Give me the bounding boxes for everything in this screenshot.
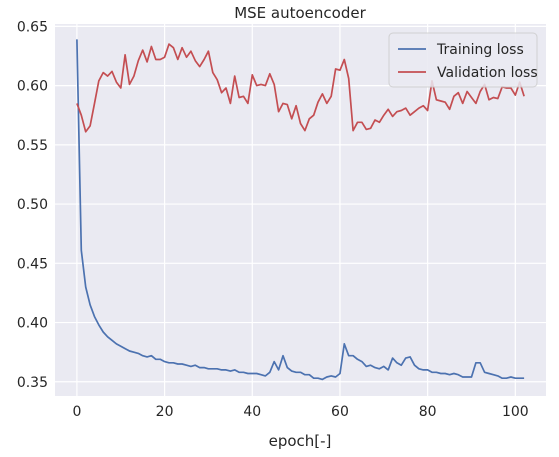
chart-title: MSE autoencoder: [234, 4, 366, 22]
y-tick-label: 0.60: [17, 79, 48, 95]
legend-label-training: Training loss: [436, 42, 524, 58]
x-tick-label: 0: [72, 404, 81, 420]
y-tick-label: 0.65: [17, 19, 48, 35]
y-tick-label: 0.50: [17, 197, 48, 213]
y-tick-labels: 0.35 0.40 0.45 0.50 0.55 0.60 0.65: [17, 19, 48, 390]
legend-box: [388, 32, 538, 88]
x-tick-labels: 0 20 40 60 80 100: [72, 404, 528, 420]
y-tick-label: 0.35: [17, 375, 48, 391]
series-line-training-loss: [76, 39, 525, 381]
series-line-validation-loss: [76, 43, 525, 133]
series-group: [76, 39, 525, 381]
x-tick-label: 60: [331, 404, 349, 420]
x-tick-label: 80: [419, 404, 437, 420]
y-tick-label: 0.40: [17, 316, 48, 332]
x-tick-label: 20: [156, 404, 174, 420]
x-tick-label: 40: [243, 404, 261, 420]
y-tick-label: 0.45: [17, 256, 48, 272]
legend: Training loss Validation loss: [388, 32, 538, 88]
x-tick-label: 100: [502, 404, 529, 420]
grid-lines: [55, 24, 546, 396]
y-tick-label: 0.55: [17, 138, 48, 154]
legend-label-validation: Validation loss: [437, 65, 538, 81]
x-axis-title: epoch[-]: [269, 432, 332, 450]
